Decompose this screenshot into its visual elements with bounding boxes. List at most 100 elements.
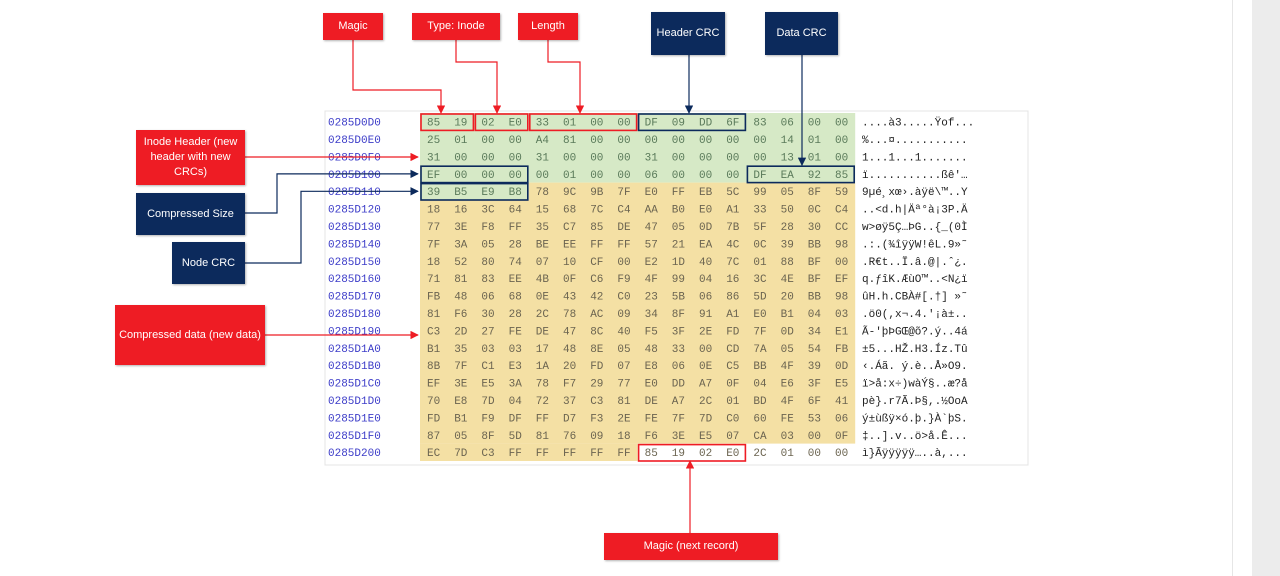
hex-byte: 18	[617, 431, 630, 443]
hex-byte: 81	[617, 396, 631, 408]
hex-byte: 01	[726, 396, 740, 408]
hex-byte: C3	[590, 396, 603, 408]
hex-byte: 31	[536, 152, 550, 164]
hex-byte: 4F	[781, 396, 794, 408]
hex-byte: 4F	[645, 274, 658, 286]
hex-byte: 0D	[699, 222, 713, 234]
hex-byte: 0E	[699, 361, 713, 373]
hex-byte: EA	[699, 239, 713, 251]
hex-byte: BB	[753, 361, 767, 373]
hex-byte: 9B	[590, 187, 604, 199]
hex-byte: 3F	[672, 326, 685, 338]
hex-byte: FF	[509, 448, 522, 460]
hex-byte: 8F	[808, 187, 821, 199]
hex-byte: 33	[753, 205, 766, 217]
connector	[245, 187, 419, 264]
hex-byte: 8F	[672, 309, 685, 321]
hex-byte: 81	[427, 309, 441, 321]
hex-byte: 28	[509, 239, 522, 251]
hex-byte: E2	[645, 257, 658, 269]
hex-byte: F7	[563, 379, 576, 391]
hex-byte: 00	[835, 257, 848, 269]
hex-byte: 00	[481, 170, 494, 182]
hex-byte: 8B	[427, 361, 441, 373]
label-inode-header: Inode Header (new header with new CRCs)	[136, 130, 245, 185]
ascii: 1...1...1.......	[862, 152, 968, 164]
hex-byte: 00	[454, 170, 467, 182]
label-compressed-data: Compressed data (new data)	[115, 305, 265, 365]
hex-byte: 00	[835, 118, 848, 130]
hex-byte: 80	[481, 257, 494, 269]
hex-byte: 77	[427, 222, 440, 234]
hex-byte: 03	[509, 344, 522, 356]
ascii: ï...........ßê'…	[862, 170, 968, 182]
hex-byte: 23	[645, 292, 658, 304]
hex-byte: 35	[454, 344, 467, 356]
hex-byte: 41	[835, 396, 849, 408]
ascii: 9µé¸xœ›.àÿë\™..Y	[862, 187, 968, 199]
hex-byte: 06	[481, 292, 494, 304]
hex-byte: 8F	[481, 431, 494, 443]
hex-byte: 5D	[509, 431, 523, 443]
hex-byte: 00	[753, 135, 766, 147]
hex-byte: F5	[645, 326, 658, 338]
hex-byte: FD	[726, 326, 740, 338]
hex-byte: DD	[672, 379, 686, 391]
hex-byte: 54	[808, 344, 822, 356]
connector	[455, 40, 502, 114]
hex-byte: BD	[753, 396, 767, 408]
hex-byte: 72	[536, 396, 549, 408]
hex-byte: 35	[536, 222, 549, 234]
hex-byte: 30	[808, 222, 821, 234]
hex-byte: 31	[645, 152, 659, 164]
field-box	[528, 113, 638, 132]
hex-byte: 1A	[536, 361, 550, 373]
hex-byte: 4C	[726, 239, 740, 251]
hex-byte: 52	[454, 257, 467, 269]
hex-byte: F6	[645, 431, 658, 443]
hex-byte: 05	[781, 344, 794, 356]
hex-byte: EF	[427, 379, 440, 391]
ascii: q.ƒîK.ÆùO™..<N¿ï	[862, 274, 968, 286]
hex-byte: 16	[726, 274, 739, 286]
hex-byte: 5B	[672, 292, 686, 304]
hex-byte: 78	[536, 379, 549, 391]
address: 0285D1C0	[328, 379, 381, 391]
hex-byte: 74	[509, 257, 523, 269]
hex-byte: 05	[781, 187, 794, 199]
hex-byte: 00	[699, 152, 712, 164]
hex-byte: 01	[808, 152, 822, 164]
hex-byte: 71	[427, 274, 441, 286]
hex-byte: 87	[427, 431, 440, 443]
hex-byte: E3	[509, 361, 522, 373]
hex-byte: 1D	[672, 257, 686, 269]
hex-byte: 19	[454, 118, 467, 130]
hex-byte: 09	[672, 118, 685, 130]
hex-byte: E5	[835, 379, 848, 391]
hex-byte: FE	[645, 413, 659, 425]
hex-byte: FE	[509, 326, 523, 338]
hex-byte: 06	[672, 361, 685, 373]
hex-byte: 10	[563, 257, 576, 269]
hex-byte: 70	[427, 396, 440, 408]
address: 0285D180	[328, 309, 381, 321]
hex-byte: 85	[590, 222, 603, 234]
hex-byte: BB	[808, 239, 822, 251]
connector	[352, 40, 446, 114]
field-box	[474, 113, 529, 132]
ascii: ..<d.h|Äª°à¡3P.Ä	[862, 204, 968, 217]
hex-byte: 02	[699, 448, 712, 460]
hex-byte: C5	[726, 361, 739, 373]
hex-byte: F8	[481, 222, 494, 234]
label-header-crc: Header CRC	[651, 12, 725, 55]
panel-edge	[1232, 0, 1233, 576]
hex-byte: C0	[617, 292, 630, 304]
ascii: ....à3.....Ÿof...	[862, 117, 974, 130]
hex-byte: 3F	[808, 379, 821, 391]
hex-byte: 7D	[481, 396, 495, 408]
hex-byte: 06	[835, 413, 848, 425]
hex-byte: 0F	[563, 274, 576, 286]
address: 0285D140	[328, 239, 381, 251]
hex-byte: 59	[835, 187, 848, 199]
hex-byte: 91	[699, 309, 713, 321]
